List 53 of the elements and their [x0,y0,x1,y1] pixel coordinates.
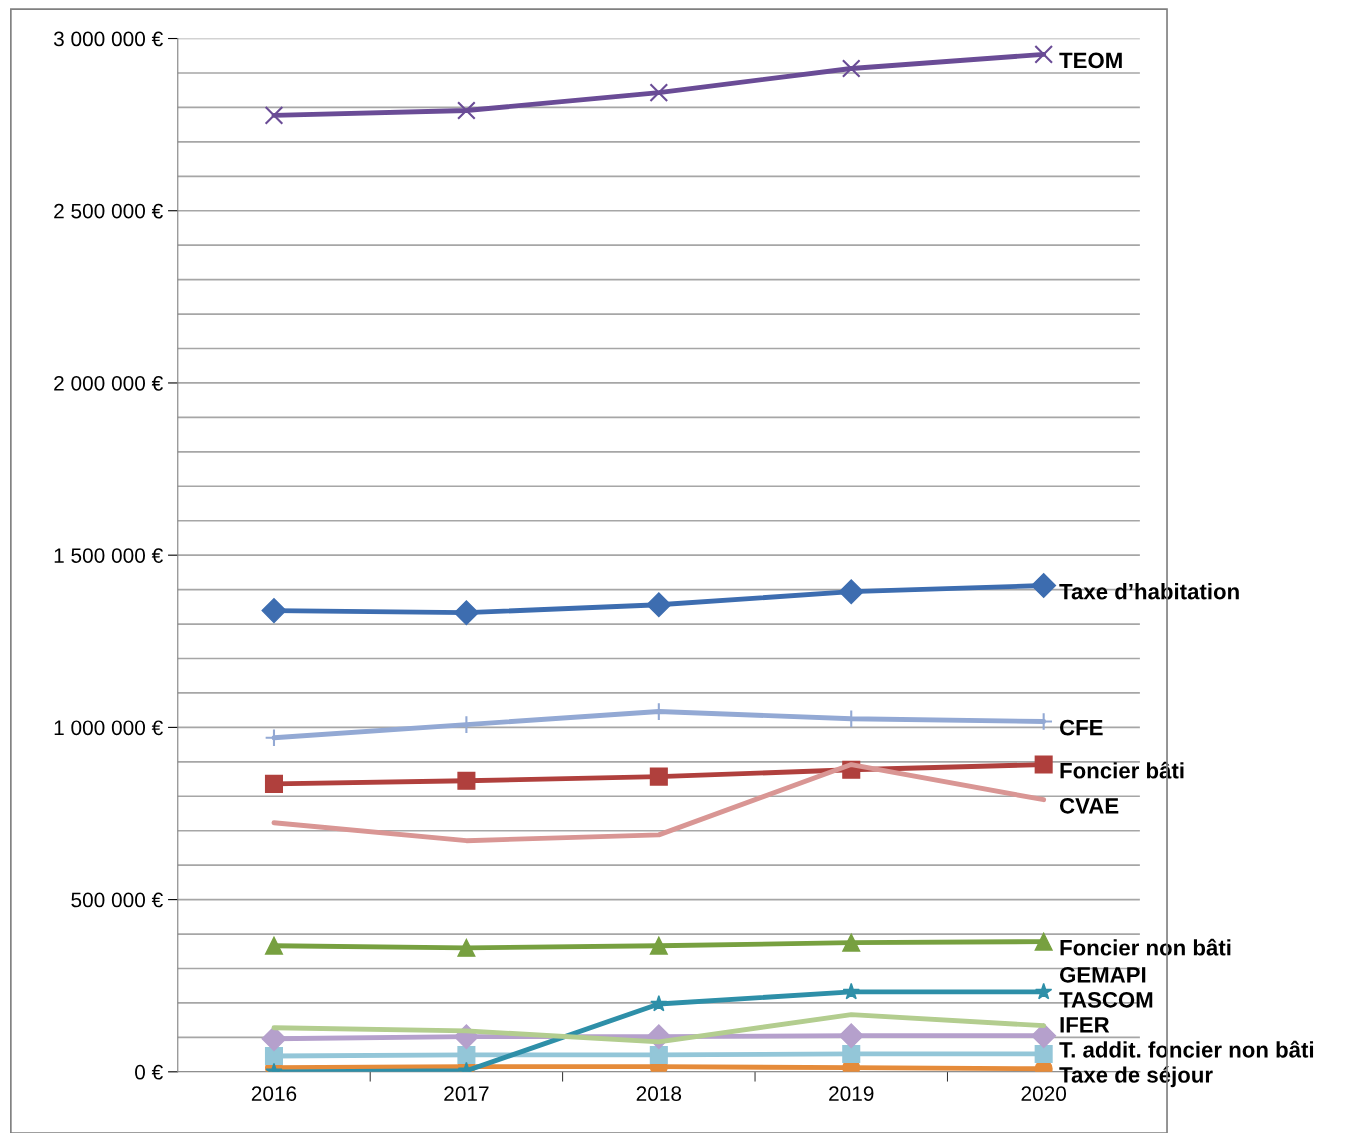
y-tick-label: 0 € [135,1064,163,1080]
line-series [271,762,1047,844]
series-label: TEOM [1059,52,1122,69]
x-tick-label: 2018 [636,1086,682,1102]
point [841,59,861,78]
series-label: CFE [1059,719,1103,736]
x-tick-label: 2017 [444,1086,489,1102]
point [842,982,860,1000]
series-label: Taxe d’habitation [1059,583,1239,600]
series-label: Foncier bâti [1060,761,1184,779]
point [264,936,284,955]
point [838,579,864,605]
point [1031,1023,1057,1049]
point [264,774,284,793]
y-tick-label: 1 000 000 € [54,720,163,736]
y-tick-label: 2 500 000 € [54,203,163,219]
point [453,600,479,626]
point [649,83,669,102]
point [457,101,476,120]
y-tick-label: 3 000 000 € [53,31,163,47]
point [457,938,476,957]
point [1035,982,1053,1000]
point [261,1026,287,1052]
point [649,936,668,955]
point [1034,44,1054,64]
series-label: T. addit. foncier non bâti [1059,1040,1314,1058]
point [1031,573,1057,598]
series-label: Foncier non bâti [1060,938,1231,956]
series-label: GEMAPI [1059,966,1146,983]
point [457,1045,476,1064]
point [649,1045,668,1064]
series-label: CVAE [1059,797,1119,814]
point [264,105,284,125]
point [1034,755,1053,774]
x-tick-label: 2016 [251,1086,297,1102]
point [842,933,861,952]
point [1034,932,1053,951]
point [646,592,672,618]
series-label: IFER [1060,1017,1110,1033]
point [1034,1044,1053,1063]
point [838,1023,864,1049]
point [457,771,476,790]
series-label: TASCOM [1059,991,1153,1008]
point [261,598,287,624]
point [650,994,668,1012]
point [649,767,668,786]
x-tick-label: 2019 [829,1086,874,1102]
point [842,1044,861,1063]
y-tick-label: 2 000 000 € [54,375,163,391]
y-tick-label: 500 000 € [71,892,163,908]
x-tick-label: 2020 [1021,1086,1067,1102]
point [264,1046,284,1066]
y-tick-label: 1 500 000 € [54,548,163,563]
